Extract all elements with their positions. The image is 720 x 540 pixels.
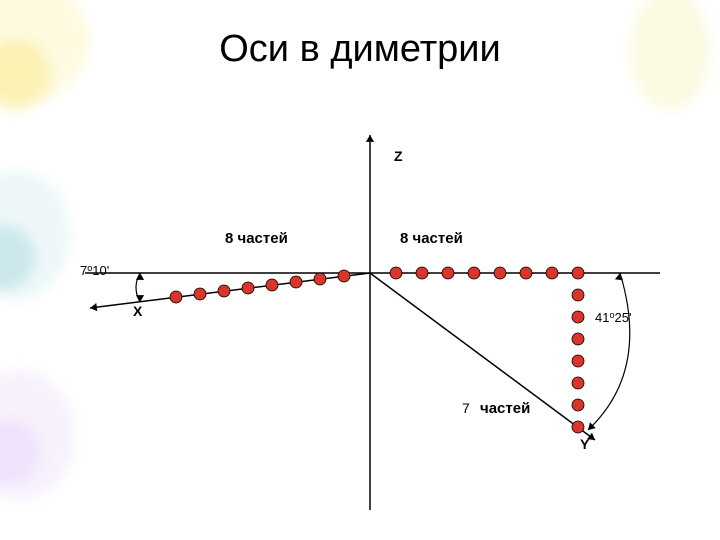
dot-xright-2 <box>442 267 454 279</box>
dot-ydown-4 <box>572 377 584 389</box>
label-parts_seven: частей <box>480 400 530 417</box>
x-arrow <box>90 303 97 311</box>
label-Z: Z <box>394 148 403 164</box>
dot-ydown-1 <box>572 311 584 323</box>
label-parts_right: 8 частей <box>400 230 463 247</box>
dot-ydown-6 <box>572 421 584 433</box>
dot-xleft-3 <box>242 282 254 294</box>
label-Y: Y <box>580 436 589 452</box>
angle-arc-right <box>588 273 630 430</box>
dot-xright-0 <box>390 267 402 279</box>
dot-xleft-5 <box>290 276 302 288</box>
dot-xright-6 <box>546 267 558 279</box>
dot-ydown-0 <box>572 289 584 301</box>
angle-right-arrow1 <box>615 273 623 280</box>
label-parts_left: 8 частей <box>225 230 288 247</box>
dot-xleft-1 <box>194 288 206 300</box>
dot-xleft-7 <box>338 270 350 282</box>
dot-xleft-2 <box>218 285 230 297</box>
dot-xleft-6 <box>314 273 326 285</box>
dot-xright-5 <box>520 267 532 279</box>
label-angle_right: 41o25' <box>595 310 631 325</box>
dot-xright-7 <box>572 267 584 279</box>
dot-xright-1 <box>416 267 428 279</box>
dot-ydown-3 <box>572 355 584 367</box>
dot-xright-4 <box>494 267 506 279</box>
dot-xright-3 <box>468 267 480 279</box>
dot-ydown-2 <box>572 333 584 345</box>
angle-left-arrow1 <box>136 273 144 280</box>
dot-xleft-4 <box>266 279 278 291</box>
label-seven: 7 <box>462 400 470 416</box>
dot-ydown-5 <box>572 399 584 411</box>
dot-xleft-0 <box>170 291 182 303</box>
z-arrow <box>366 135 374 142</box>
label-angle_left: 7o10' <box>80 263 109 278</box>
label-X: X <box>133 303 142 319</box>
